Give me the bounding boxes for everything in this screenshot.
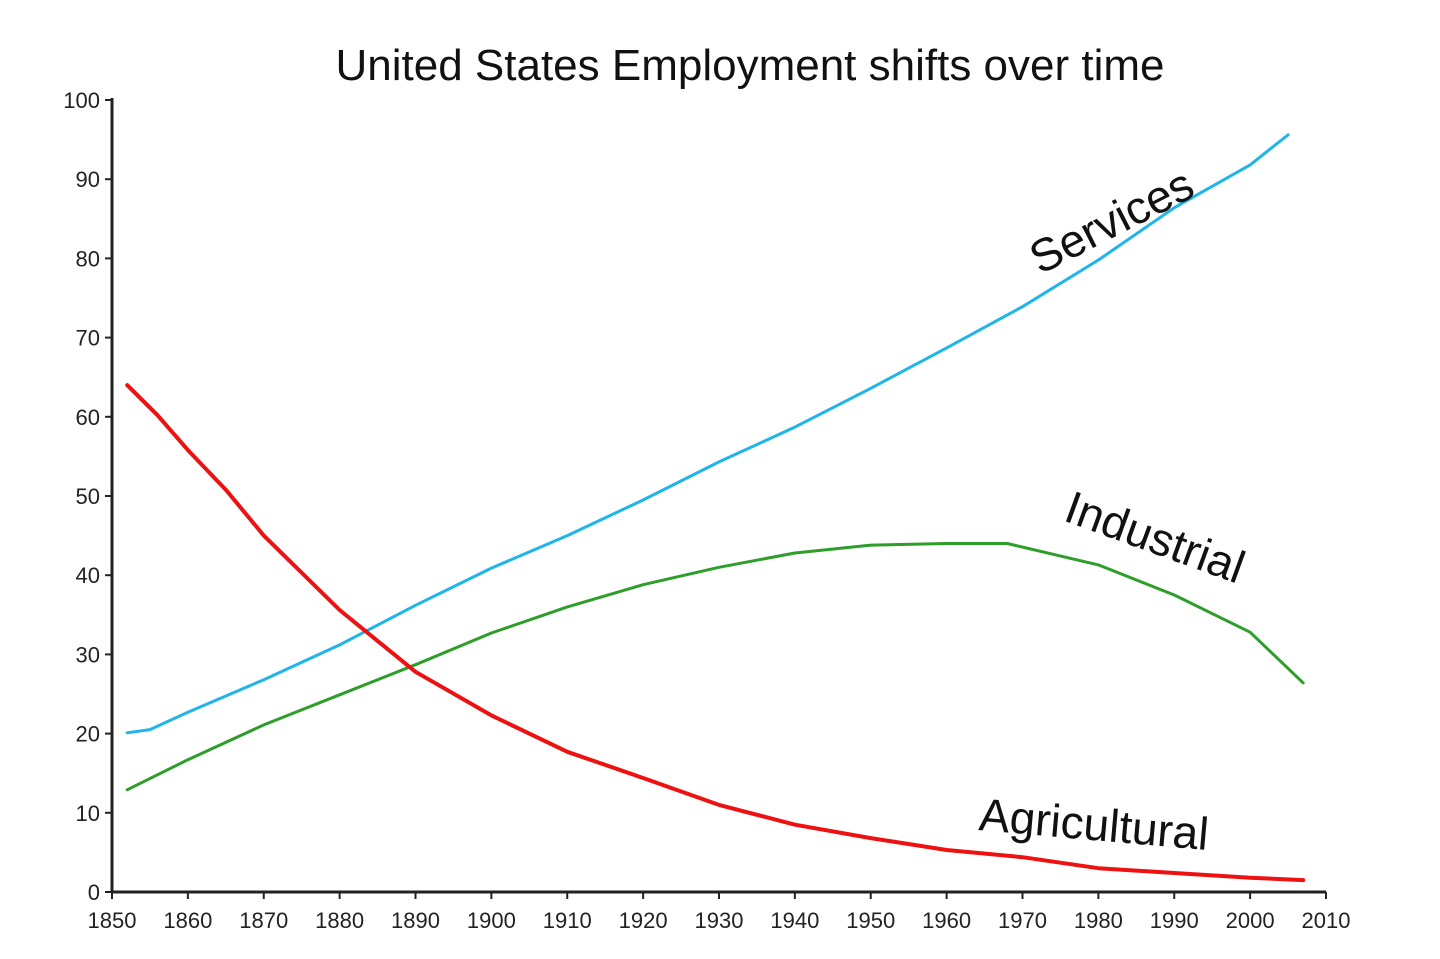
x-tick-label: 1970 — [998, 908, 1047, 933]
y-tick-label: 40 — [76, 563, 100, 588]
x-tick-label: 1960 — [922, 908, 971, 933]
chart-title: United States Employment shifts over tim… — [336, 41, 1165, 90]
x-tick-label: 1900 — [467, 908, 516, 933]
x-tick-label: 1870 — [239, 908, 288, 933]
axes: 1850 1860 1870 1880 1890 1900 1910 1920 1930 1940… — [63, 88, 1350, 933]
y-tick-label: 20 — [76, 722, 100, 747]
x-tick-label: 1860 — [163, 908, 212, 933]
y-tick-label: 10 — [76, 801, 100, 826]
y-tick-label: 70 — [76, 326, 100, 351]
x-tick-label: 1950 — [846, 908, 895, 933]
y-tick-label: 50 — [76, 484, 100, 509]
series-label-agricultural: Agricultural — [977, 788, 1211, 860]
series-label-industrial: Industrial — [1059, 481, 1252, 594]
x-tick-label: 2010 — [1302, 908, 1351, 933]
x-tick-label: 1890 — [391, 908, 440, 933]
x-tick-label: 1980 — [1074, 908, 1123, 933]
x-tick-label: 1920 — [619, 908, 668, 933]
y-tick-label: 90 — [76, 167, 100, 192]
x-tick-label: 2000 — [1226, 908, 1275, 933]
x-tick-label: 1850 — [88, 908, 137, 933]
y-tick-label: 100 — [63, 88, 100, 113]
y-tick-label: 0 — [88, 880, 100, 905]
x-tick-label: 1910 — [543, 908, 592, 933]
x-tick-label: 1940 — [770, 908, 819, 933]
series-line-industrial — [125, 542, 1305, 792]
y-tick-label: 60 — [76, 405, 100, 430]
x-tick-label: 1880 — [315, 908, 364, 933]
x-tick-label: 1990 — [1150, 908, 1199, 933]
y-tick-label: 30 — [76, 642, 100, 667]
series-label-services: Services — [1021, 157, 1202, 283]
series-lines — [125, 133, 1306, 883]
series-line-services — [125, 133, 1290, 735]
series-line-agricultural — [125, 383, 1306, 883]
x-tick-label: 1930 — [695, 908, 744, 933]
y-tick-label: 80 — [76, 246, 100, 271]
